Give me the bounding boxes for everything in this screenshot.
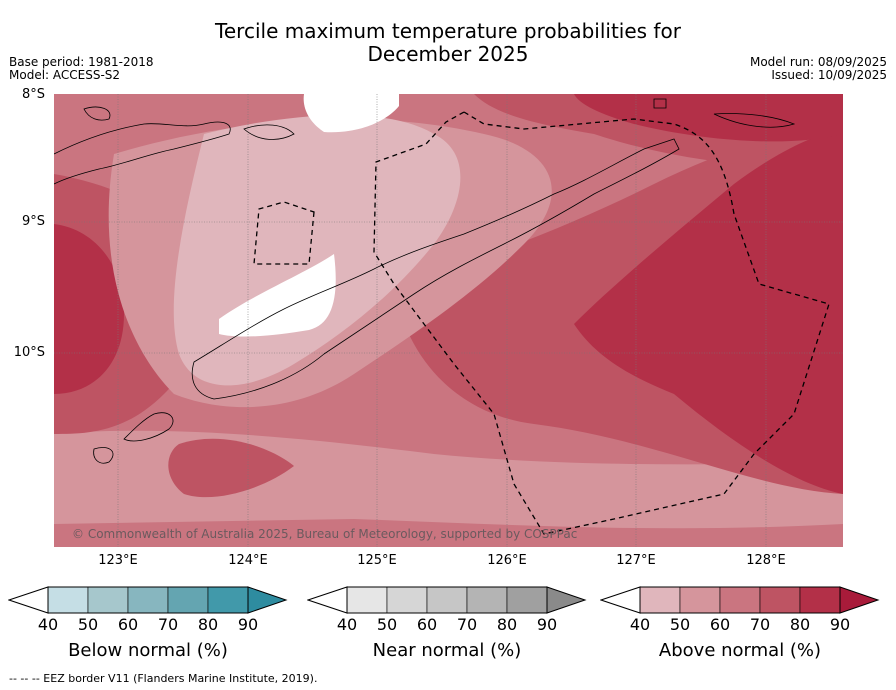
colorbar-above-swatch-50 [679, 586, 721, 614]
cb-below-tick-50: 50 [77, 615, 99, 634]
cb-above-tick-60: 60 [709, 615, 731, 634]
eez-footnote: -- -- -- EEZ border V11 (Flanders Marine… [9, 672, 318, 685]
lon-label-128e: 128°E [746, 553, 786, 568]
savu-coastline [93, 447, 114, 464]
colorbar-near-swatch-70 [466, 586, 508, 614]
cb-near-tick-60: 60 [416, 615, 438, 634]
meta-left: Base period: 1981-2018 Model: ACCESS-S2 [9, 56, 154, 82]
lat-label-8s: 8°S [21, 87, 45, 102]
lat-label-9s: 9°S [21, 214, 45, 229]
eez-border [373, 111, 830, 535]
cb-near-tick-90: 90 [536, 615, 558, 634]
flores-coastline [54, 121, 231, 185]
colorbar-above-swatch-70 [759, 586, 801, 614]
colorbar-above-normal [600, 586, 880, 614]
colorbar-near-extend-low [307, 586, 348, 614]
title-line-2: December 2025 [367, 42, 529, 66]
islet-coastline-3 [713, 113, 796, 128]
cb-above-tick-90: 90 [829, 615, 851, 634]
copyright-notice: © Commonwealth of Australia 2025, Bureau… [72, 527, 578, 541]
colorbar-above-extend-high [839, 586, 880, 614]
colorbar-below-extend-high [247, 586, 288, 614]
colorbar-above-extend-low [600, 586, 641, 614]
colorbar-above-title: Above normal (%) [658, 640, 822, 661]
colorbar-below-swatch-40 [47, 586, 89, 614]
colorbar-below-normal [8, 586, 288, 614]
islet-coastline-1 [83, 106, 111, 121]
cb-below-tick-40: 40 [37, 615, 59, 634]
cb-near-tick-50: 50 [376, 615, 398, 634]
colorbar-near-swatch-60 [426, 586, 468, 614]
meta-right: Model run: 08/09/2025 Issued: 10/09/2025 [750, 56, 887, 82]
cb-above-tick-50: 50 [669, 615, 691, 634]
probability-map [54, 94, 843, 547]
colorbar-near-normal [307, 586, 587, 614]
colorbar-below-title: Below normal (%) [68, 640, 228, 661]
colorbar-below-swatch-80 [207, 586, 249, 614]
model-name: Model: ACCESS-S2 [9, 68, 121, 82]
field-band-60-south-edge [54, 519, 843, 547]
field-white-pocket-north [303, 94, 399, 133]
lat-label-10s: 10°S [13, 345, 45, 360]
lon-label-123e: 123°E [98, 553, 138, 568]
cb-near-tick-70: 70 [456, 615, 478, 634]
lon-label-125e: 125°E [357, 553, 397, 568]
colorbar-above-swatch-40 [639, 586, 681, 614]
cb-below-tick-90: 90 [237, 615, 259, 634]
field-band-80-west [54, 224, 124, 394]
colorbar-below-swatch-60 [127, 586, 169, 614]
title-line-1: Tercile maximum temperature probabilitie… [215, 19, 681, 43]
colorbar-near-swatch-40 [346, 586, 388, 614]
cb-below-tick-70: 70 [157, 615, 179, 634]
lon-label-127e: 127°E [616, 553, 656, 568]
field-band-80-north [574, 94, 843, 142]
issued-date: Issued: 10/09/2025 [771, 68, 887, 82]
base-period: Base period: 1981-2018 [9, 55, 154, 69]
timor-coastline [191, 138, 680, 400]
colorbar-above-swatch-60 [719, 586, 761, 614]
colorbar-below-swatch-50 [87, 586, 129, 614]
graticule [54, 94, 843, 547]
colorbar-near-title: Near normal (%) [372, 640, 522, 661]
colorbar-near-swatch-50 [386, 586, 428, 614]
cb-above-tick-80: 80 [789, 615, 811, 634]
islet-coastline-2 [243, 124, 295, 140]
cb-near-tick-40: 40 [336, 615, 358, 634]
cb-below-tick-60: 60 [117, 615, 139, 634]
colorbar-near-swatch-80 [506, 586, 548, 614]
field-band-70-south [168, 438, 294, 498]
coastlines [54, 98, 796, 464]
colorbar-near-extend-high [546, 586, 587, 614]
rote-coastline [123, 412, 174, 442]
lon-label-126e: 126°E [487, 553, 527, 568]
map-title: Tercile maximum temperature probabilitie… [0, 20, 896, 66]
cb-above-tick-40: 40 [629, 615, 651, 634]
cb-near-tick-80: 80 [496, 615, 518, 634]
field-white-pocket-south [219, 254, 336, 337]
colorbar-below-extend-low [8, 586, 49, 614]
islet-coastline-4 [653, 98, 667, 109]
lon-label-124e: 124°E [228, 553, 268, 568]
eez-border-oecusse [253, 201, 315, 265]
cb-above-tick-70: 70 [749, 615, 771, 634]
field-band-80-east [574, 129, 843, 494]
model-run: Model run: 08/09/2025 [749, 55, 887, 69]
colorbar-above-swatch-80 [799, 586, 841, 614]
colorbar-below-swatch-70 [167, 586, 209, 614]
cb-below-tick-80: 80 [197, 615, 219, 634]
